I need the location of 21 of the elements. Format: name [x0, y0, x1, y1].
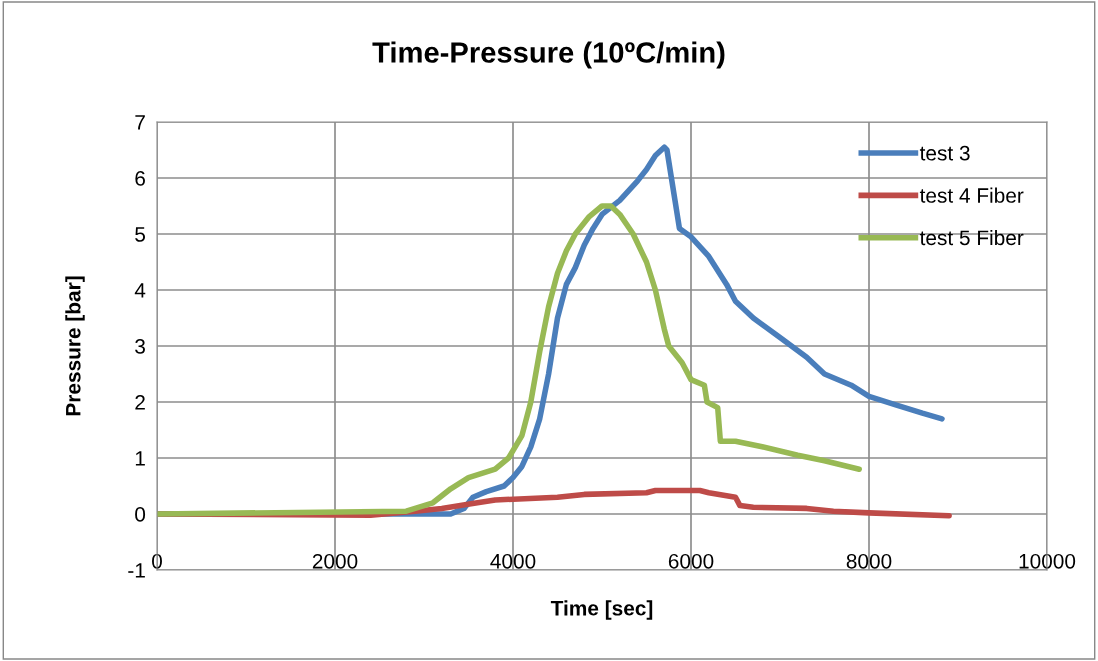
x-tick-label: 10000 — [1019, 553, 1076, 569]
y-tick-label: 3 — [135, 339, 145, 354]
y-tick-label: 1 — [135, 451, 145, 466]
x-tick-label: 4000 — [490, 553, 536, 569]
legend-label: test 3 — [919, 145, 970, 161]
x-axis-title: Time [sec] — [550, 600, 653, 620]
chart-title: Time-Pressure (10ºC/min) — [372, 41, 725, 69]
y-tick-label: 2 — [135, 395, 145, 410]
y-tick-label: 6 — [135, 171, 145, 186]
y-tick-label: -1 — [128, 563, 145, 578]
x-tick-label: 8000 — [846, 553, 892, 569]
y-tick-label: 4 — [134, 283, 146, 298]
legend-label: test 4 Fiber — [919, 187, 1024, 203]
y-tick-label: 5 — [135, 227, 146, 242]
y-tick-label: 7 — [135, 115, 145, 130]
x-tick-label: 0 — [152, 553, 162, 569]
legend-label: test 5 Fiber — [919, 229, 1024, 246]
y-tick-label: 0 — [135, 507, 146, 522]
x-tick-label: 2000 — [312, 553, 358, 569]
x-tick-label: 6000 — [668, 553, 714, 569]
y-axis-title: Pressure [bar] — [65, 276, 85, 416]
